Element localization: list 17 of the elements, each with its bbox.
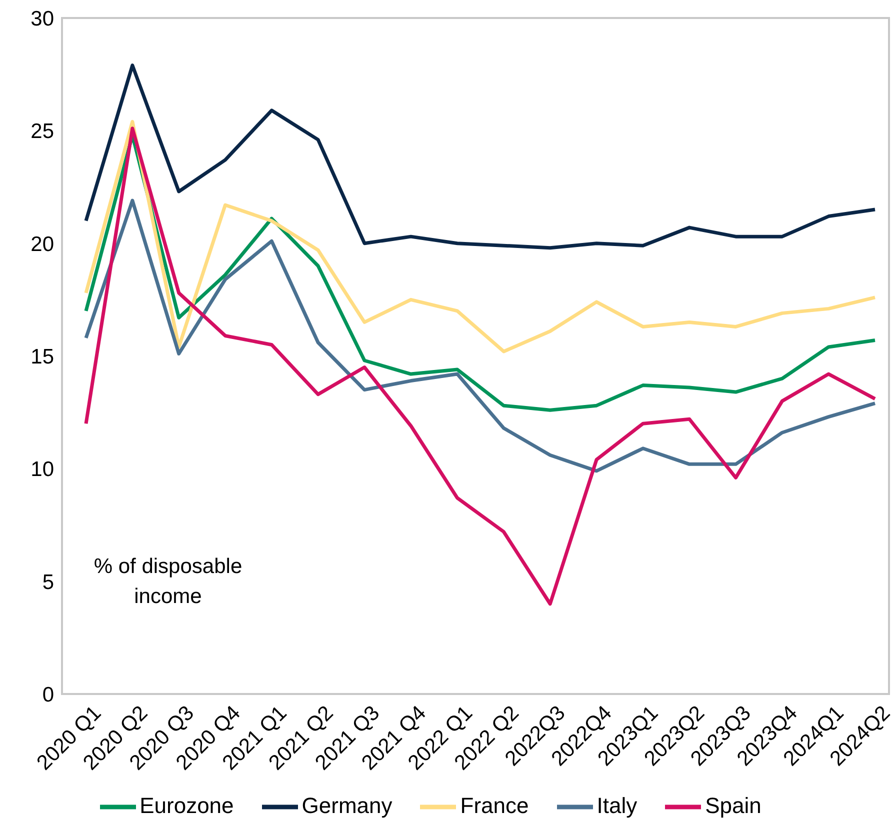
line-series [84, 198, 877, 473]
y-tick-label: 0 [42, 683, 54, 706]
annotation: % of disposable income [92, 554, 244, 610]
legend-label: Eurozone [140, 792, 234, 818]
line-series [84, 126, 877, 606]
legend-label: Italy [596, 792, 638, 818]
legend-label: Spain [705, 792, 762, 818]
legend-label: France [460, 792, 529, 818]
y-tick-label: 5 [42, 570, 54, 594]
line-series [84, 120, 877, 354]
y-tick-label: 10 [30, 458, 54, 482]
y-tick-label: 20 [30, 232, 54, 256]
y-tick-label: 30 [30, 7, 54, 30]
legend-label: Germany [302, 792, 392, 818]
y-tick-label: 25 [30, 120, 54, 144]
line-series [84, 64, 877, 250]
y-tick-label: 15 [30, 345, 54, 368]
